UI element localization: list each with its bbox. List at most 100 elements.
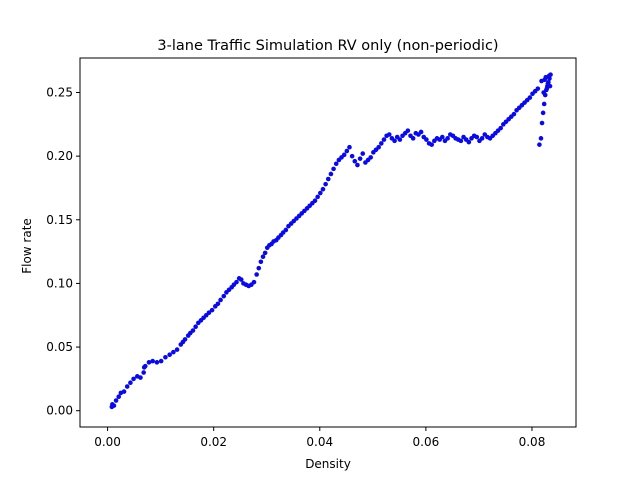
x-axis-label: Density [305, 457, 351, 471]
data-point [386, 132, 392, 137]
data-point [347, 144, 352, 150]
data-point [256, 265, 262, 271]
data-point [538, 136, 544, 141]
data-point [138, 375, 143, 380]
data-point [445, 136, 450, 141]
data-point [541, 90, 546, 95]
data-point [397, 137, 403, 142]
y-tick-label: 0.10 [46, 276, 73, 290]
data-point [527, 95, 533, 100]
x-tick-label: 0.04 [306, 435, 333, 449]
data-point [150, 358, 155, 364]
data-point [234, 279, 239, 285]
data-point [323, 181, 328, 187]
data-point [535, 86, 541, 91]
data-point [238, 277, 244, 282]
data-point [429, 142, 435, 147]
x-axis-ticks: 0.00 0.02 0.04 0.06 0.08 [94, 427, 545, 449]
data-point [320, 186, 326, 192]
data-point [113, 398, 119, 403]
data-point [328, 171, 334, 177]
plot-area-frame [79, 57, 577, 428]
data-point [325, 176, 331, 182]
x-tick-label: 0.00 [94, 435, 121, 449]
data-point [537, 142, 542, 147]
data-point [479, 136, 485, 141]
data-point [379, 141, 384, 146]
y-axis-label: Flow rate [20, 218, 34, 274]
data-point [141, 370, 146, 375]
data-point [174, 347, 180, 352]
data-point [410, 136, 416, 141]
data-point [360, 151, 366, 156]
data-point [315, 194, 320, 200]
data-point [547, 83, 553, 89]
data-point [260, 254, 266, 259]
data-point [541, 101, 547, 107]
data-point [128, 380, 133, 386]
data-point [131, 376, 136, 382]
data-point [182, 337, 188, 342]
data-point [121, 389, 127, 394]
data-point [349, 153, 355, 159]
y-tick-label: 0.05 [46, 340, 73, 354]
data-point [116, 394, 122, 400]
data-point [344, 148, 350, 154]
data-point [544, 86, 550, 91]
data-point [124, 384, 130, 389]
x-tick-label: 0.02 [200, 435, 227, 449]
x-tick-label: 0.06 [413, 435, 440, 449]
data-point [158, 358, 164, 364]
data-point [424, 137, 429, 142]
data-point [355, 162, 360, 168]
y-tick-label: 0.20 [46, 149, 73, 163]
data-point [331, 166, 336, 172]
data-point [163, 354, 168, 360]
data-point [262, 250, 268, 256]
data-point [167, 352, 172, 358]
data-point [206, 310, 212, 316]
data-point [333, 161, 339, 167]
data-point [474, 134, 480, 140]
data-point [215, 301, 221, 307]
data-point [392, 138, 397, 144]
data-point [258, 259, 264, 265]
data-point [376, 144, 381, 150]
data-point [251, 279, 257, 285]
y-tick-label: 0.00 [46, 404, 73, 418]
data-point [352, 158, 358, 164]
data-point [318, 190, 323, 196]
x-tick-label: 0.08 [519, 435, 546, 449]
data-point [283, 227, 289, 233]
data-points [109, 72, 553, 410]
data-point [193, 324, 198, 330]
data-point [341, 152, 347, 158]
data-point [405, 128, 411, 133]
data-point [368, 155, 374, 160]
data-point [209, 307, 215, 313]
data-point [539, 120, 545, 126]
data-point [418, 129, 424, 135]
data-point [312, 198, 318, 203]
data-point [458, 138, 464, 144]
y-tick-label: 0.25 [46, 85, 73, 99]
data-point [546, 73, 552, 79]
data-point [111, 403, 117, 408]
data-point [511, 111, 517, 117]
data-point [542, 77, 547, 83]
data-point [154, 360, 160, 365]
y-tick-label: 0.15 [46, 213, 73, 227]
data-point [381, 137, 387, 142]
data-point [142, 363, 148, 369]
data-point [357, 156, 363, 161]
data-point [540, 110, 546, 116]
data-point [254, 272, 259, 277]
data-point [466, 139, 472, 145]
data-point [171, 349, 176, 355]
data-point [498, 125, 503, 131]
data-point [146, 360, 152, 365]
data-point [440, 134, 445, 140]
